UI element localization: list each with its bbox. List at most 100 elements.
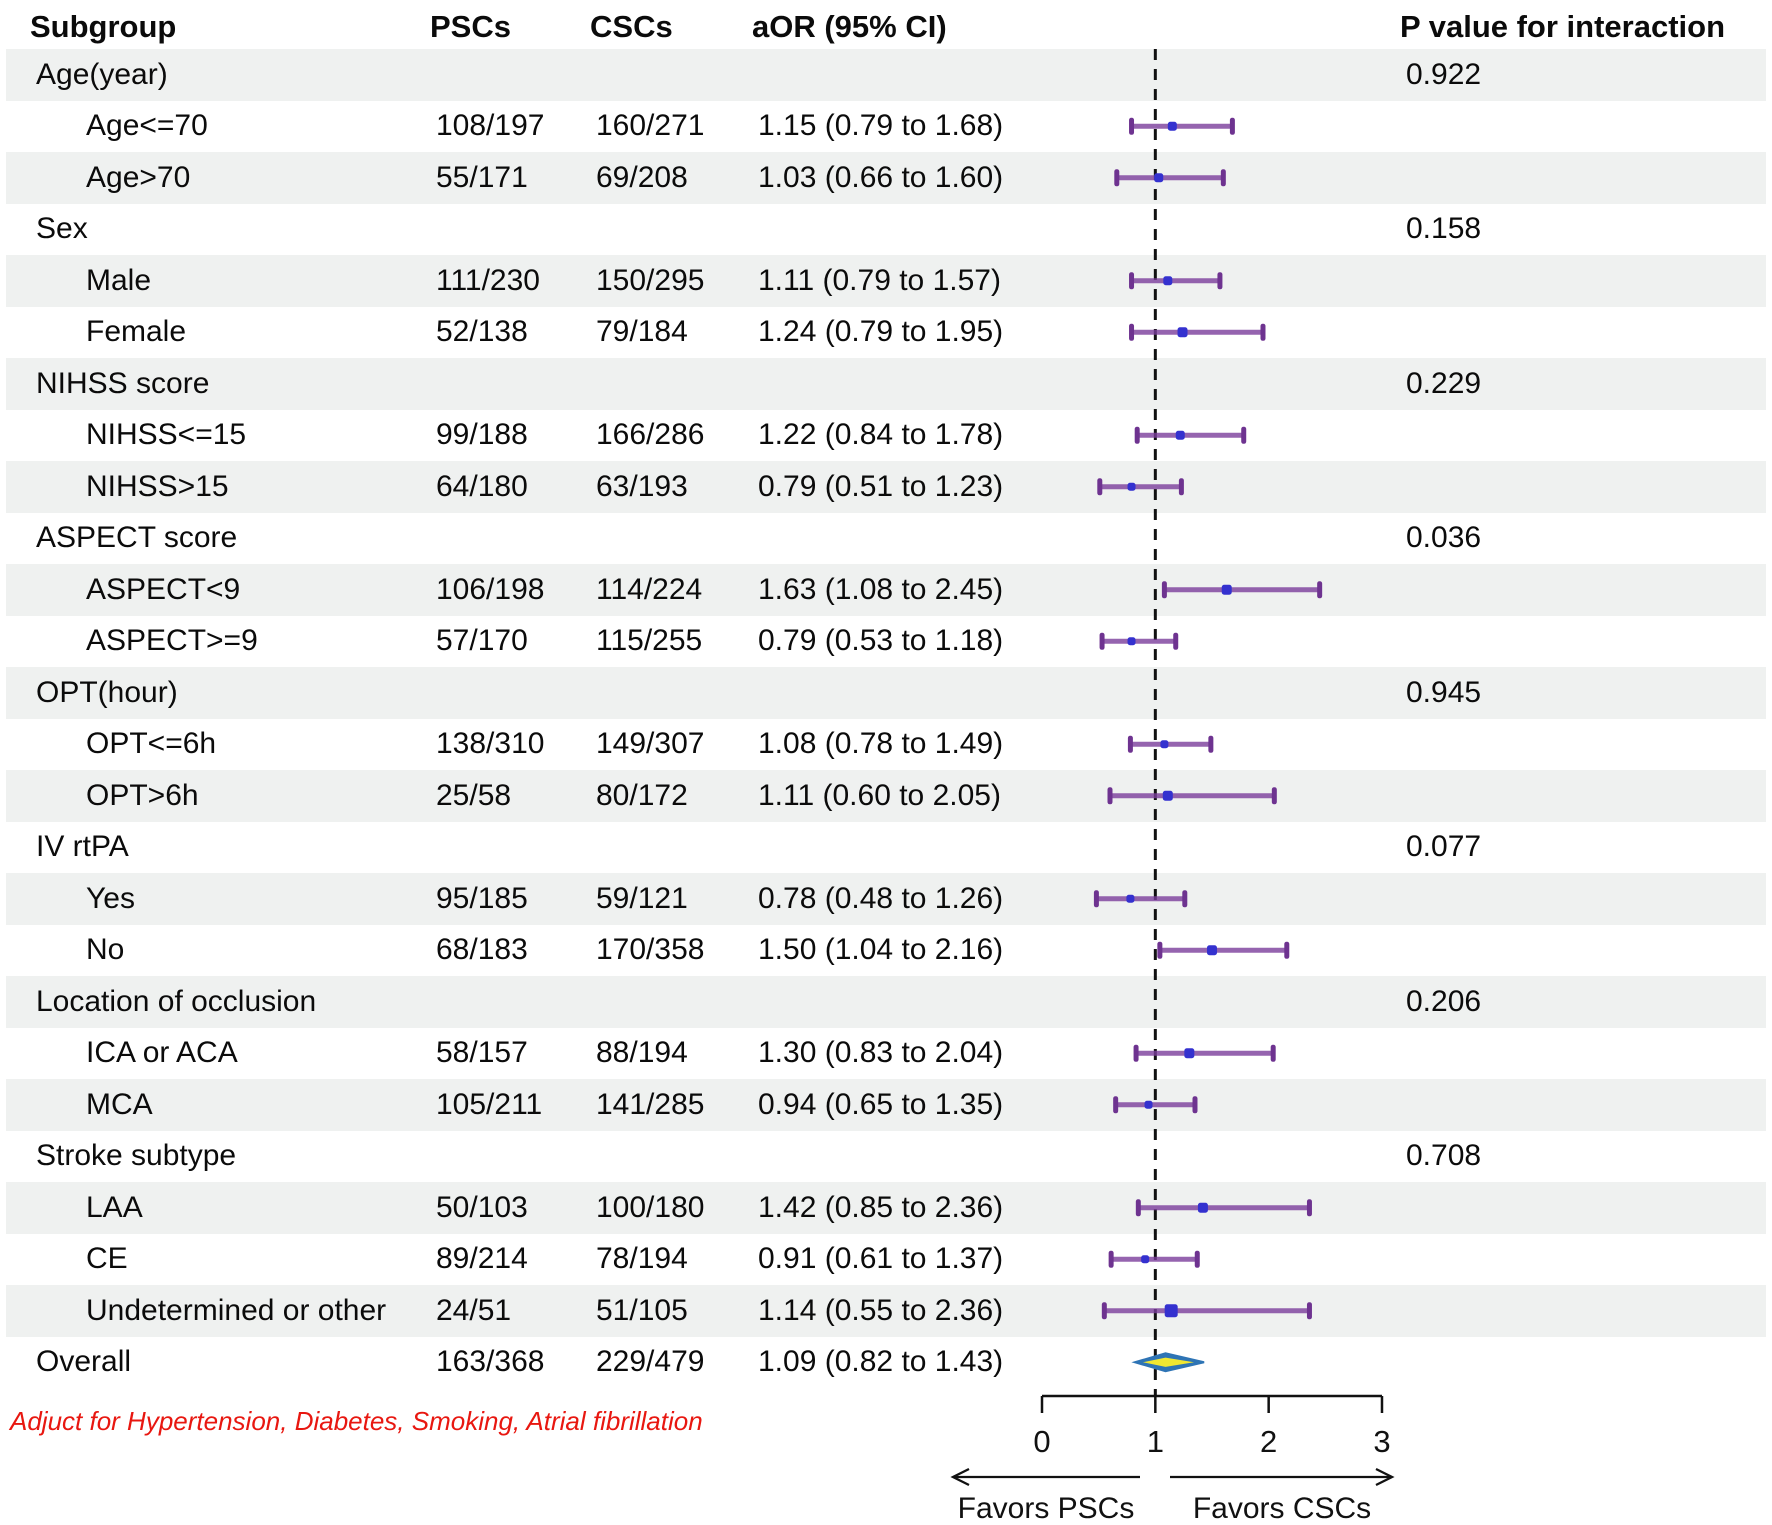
favors-right-arrow-head <box>1375 1467 1395 1487</box>
subgroup-cell: MCA <box>86 1087 153 1121</box>
table-row: Sex 0.158 <box>6 204 1766 256</box>
pscs-cell: 138/310 <box>436 727 545 761</box>
subgroup-cell: NIHSS>15 <box>86 469 229 503</box>
table-row: ASPECT score 0.036 <box>6 513 1766 565</box>
subgroup-cell: Female <box>86 315 187 349</box>
favors-left-label: Favors PSCs <box>958 1492 1135 1525</box>
pscs-cell: 163/368 <box>436 1345 545 1379</box>
pscs-cell: 52/138 <box>436 315 528 349</box>
table-row: Age<=70 108/197 160/271 1.15 (0.79 to 1.68) <box>6 101 1766 153</box>
subgroup-cell: ASPECT>=9 <box>86 624 258 658</box>
x-axis-tick-label: 0 <box>1033 1424 1050 1459</box>
aor-ci-cell: 1.11 (0.79 to 1.57) <box>758 263 1001 297</box>
cscs-cell: 88/194 <box>596 1036 688 1070</box>
pscs-cell: 25/58 <box>436 778 512 812</box>
table-row: Age(year) 0.922 <box>6 49 1766 101</box>
subgroup-cell: ASPECT score <box>36 521 238 555</box>
cscs-cell: 63/193 <box>596 469 688 503</box>
aor-ci-cell: 1.22 (0.84 to 1.78) <box>758 418 1004 452</box>
favors-left-arrow-head <box>950 1467 970 1487</box>
aor-ci-cell: 1.42 (0.85 to 2.36) <box>758 1190 1004 1224</box>
subgroup-cell: LAA <box>86 1190 143 1224</box>
subgroup-cell: Undetermined or other <box>86 1293 387 1327</box>
aor-ci-cell: 0.91 (0.61 to 1.37) <box>758 1242 1004 1276</box>
cscs-cell: 100/180 <box>596 1190 705 1224</box>
aor-ci-cell: 1.50 (1.04 to 2.16) <box>758 933 1004 967</box>
p-interaction-cell: 0.036 <box>1406 521 1482 555</box>
pscs-cell: 99/188 <box>436 418 528 452</box>
subgroup-cell: Age>70 <box>86 160 191 194</box>
subgroup-cell: Location of occlusion <box>36 984 317 1018</box>
cscs-cell: 59/121 <box>596 881 688 915</box>
table-row: CE 89/214 78/194 0.91 (0.61 to 1.37) <box>6 1234 1766 1286</box>
subgroup-cell: OPT<=6h <box>86 727 217 761</box>
subgroup-cell: IV rtPA <box>36 830 129 864</box>
pscs-cell: 24/51 <box>436 1293 512 1327</box>
cscs-cell: 170/358 <box>596 933 705 967</box>
pscs-cell: 68/183 <box>436 933 528 967</box>
column-header-pscs: PSCs <box>430 9 511 44</box>
x-axis-tick-label: 1 <box>1147 1424 1164 1459</box>
aor-ci-cell: 0.79 (0.53 to 1.18) <box>758 624 1004 658</box>
cscs-cell: 51/105 <box>596 1293 688 1327</box>
cscs-cell: 79/184 <box>596 315 688 349</box>
table-row: ICA or ACA 58/157 88/194 1.30 (0.83 to 2.04… <box>6 1028 1766 1080</box>
aor-ci-cell: 1.03 (0.66 to 1.60) <box>758 160 1004 194</box>
column-header-p-interaction: P value for interaction <box>1400 9 1726 44</box>
aor-ci-cell: 0.78 (0.48 to 1.26) <box>758 881 1004 915</box>
table-row: ASPECT>=9 57/170 115/255 0.79 (0.53 to 1.18… <box>6 616 1766 668</box>
table-row: IV rtPA 0.077 <box>6 822 1766 874</box>
x-axis-tick-label: 2 <box>1260 1424 1277 1459</box>
pscs-cell: 57/170 <box>436 624 528 658</box>
aor-ci-cell: 1.24 (0.79 to 1.95) <box>758 315 1004 349</box>
aor-ci-cell: 1.14 (0.55 to 2.36) <box>758 1293 1004 1327</box>
cscs-cell: 166/286 <box>596 418 705 452</box>
aor-ci-cell: 0.79 (0.51 to 1.23) <box>758 469 1004 503</box>
pscs-cell: 64/180 <box>436 469 528 503</box>
table-row: LAA 50/103 100/180 1.42 (0.85 to 2.36) <box>6 1182 1766 1234</box>
subgroup-cell: Stroke subtype <box>36 1139 237 1173</box>
cscs-cell: 160/271 <box>596 109 705 143</box>
subgroup-cell: Age<=70 <box>86 109 208 143</box>
subgroup-cell: Sex <box>36 212 88 246</box>
table-row: Location of occlusion 0.206 <box>6 976 1766 1028</box>
subgroup-cell: ASPECT<9 <box>86 572 241 606</box>
cscs-cell: 80/172 <box>596 778 688 812</box>
subgroup-cell: Male <box>86 263 152 297</box>
subgroup-cell: ICA or ACA <box>86 1036 238 1070</box>
subgroup-cell: NIHSS<=15 <box>86 418 247 452</box>
pscs-cell: 106/198 <box>436 572 545 606</box>
p-interaction-cell: 0.945 <box>1406 675 1482 709</box>
adjustment-footnote: Adjuct for Hypertension, Diabetes, Smoki… <box>10 1406 703 1436</box>
favors-right-label: Favors CSCs <box>1193 1492 1371 1525</box>
subgroup-cell: OPT>6h <box>86 778 199 812</box>
p-interaction-cell: 0.708 <box>1406 1139 1482 1173</box>
p-interaction-cell: 0.158 <box>1406 212 1482 246</box>
cscs-cell: 229/479 <box>596 1345 705 1379</box>
column-header-cscs: CSCs <box>590 9 673 44</box>
cscs-cell: 149/307 <box>596 727 705 761</box>
subgroup-cell: Age(year) <box>36 57 168 91</box>
pscs-cell: 111/230 <box>436 263 540 297</box>
table-row: Age>70 55/171 69/208 1.03 (0.66 to 1.60) <box>6 152 1766 204</box>
column-header-aor: aOR (95% CI) <box>752 9 947 44</box>
cscs-cell: 141/285 <box>596 1087 705 1121</box>
aor-ci-cell: 0.94 (0.65 to 1.35) <box>758 1087 1004 1121</box>
table-row: MCA 105/211 141/285 0.94 (0.65 to 1.35) <box>6 1079 1766 1131</box>
pscs-cell: 58/157 <box>436 1036 528 1070</box>
table-row: ASPECT<9 106/198 114/224 1.63 (1.08 to 2.45… <box>6 564 1766 616</box>
pscs-cell: 95/185 <box>436 881 528 915</box>
p-interaction-cell: 0.229 <box>1406 366 1482 400</box>
aor-ci-cell: 1.09 (0.82 to 1.43) <box>758 1345 1004 1379</box>
cscs-cell: 114/224 <box>596 572 703 606</box>
aor-ci-cell: 1.30 (0.83 to 2.04) <box>758 1036 1004 1070</box>
subgroup-cell: Yes <box>86 881 135 915</box>
subgroup-cell: Overall <box>36 1345 132 1379</box>
subgroup-cell: OPT(hour) <box>36 675 178 709</box>
p-interaction-cell: 0.077 <box>1406 830 1482 864</box>
cscs-cell: 78/194 <box>596 1242 688 1276</box>
subgroup-cell: No <box>86 933 125 967</box>
table-row: NIHSS>15 64/180 63/193 0.79 (0.51 to 1.23) <box>6 461 1766 513</box>
pscs-cell: 55/171 <box>436 160 528 194</box>
